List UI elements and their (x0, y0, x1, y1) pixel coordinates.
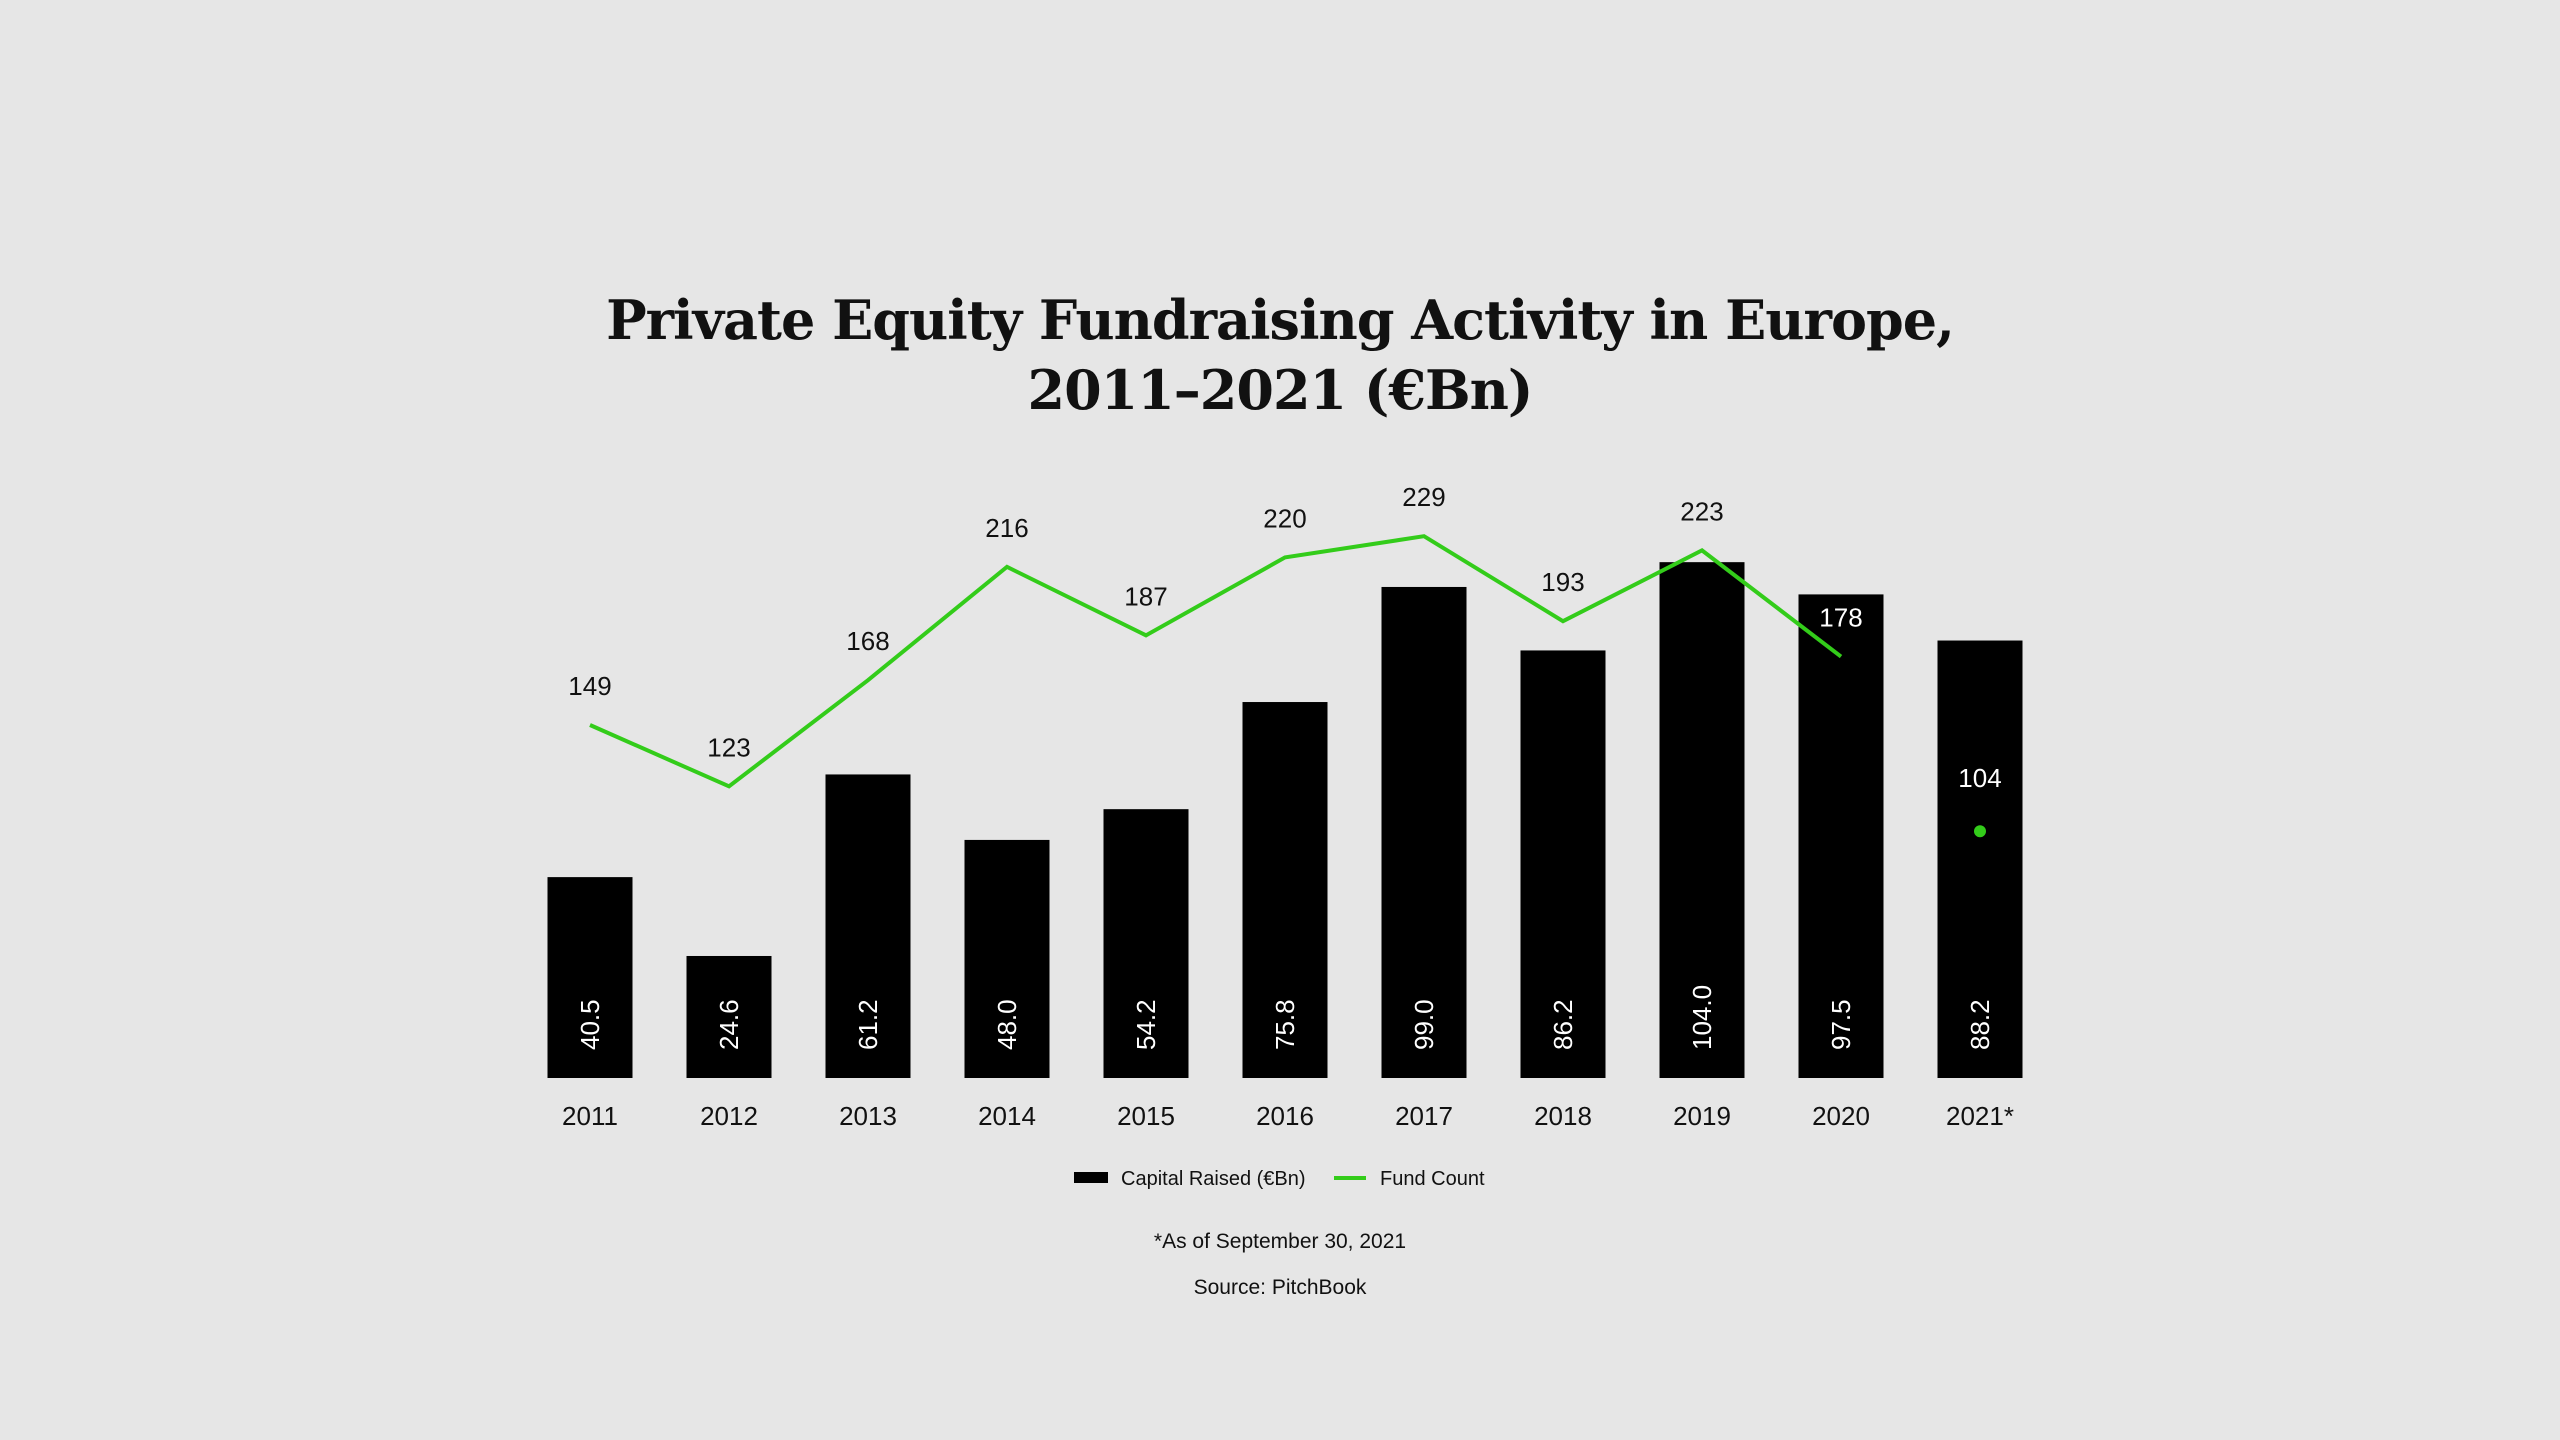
chart-title-line1: Private Equity Fundraising Activity in E… (606, 288, 1955, 352)
bar-value-label: 61.2 (853, 999, 883, 1050)
bar-2018 (1520, 650, 1606, 1078)
x-tick-label: 2018 (1534, 1101, 1592, 1131)
bar-value-label: 75.8 (1270, 999, 1300, 1050)
bar-value-label: 88.2 (1965, 999, 1995, 1050)
fund-count-label: 216 (985, 513, 1028, 543)
x-tick-label: 2021* (1946, 1101, 2014, 1131)
fund-count-label: 223 (1680, 496, 1723, 526)
bar-value-label: 24.6 (714, 999, 744, 1050)
bar-value-label: 86.2 (1548, 999, 1578, 1050)
bar-value-label: 40.5 (575, 999, 605, 1050)
fund-count-label: 193 (1541, 567, 1584, 597)
legend-label-fund-count: Fund Count (1380, 1168, 1485, 1190)
chart-title: Private Equity Fundraising Activity in E… (0, 285, 2560, 425)
fund-count-point (1974, 825, 1986, 838)
fund-count-line (589, 534, 1843, 789)
fund-count-label: 187 (1124, 581, 1167, 611)
bar-2021* (1937, 640, 2023, 1078)
fund-count-label: 220 (1263, 503, 1306, 533)
bar-2019 (1659, 562, 1745, 1078)
bar-value-label: 48.0 (992, 999, 1022, 1050)
x-tick-label: 2017 (1395, 1101, 1453, 1131)
x-tick-label: 2013 (839, 1101, 897, 1131)
fund-count-label: 123 (707, 732, 750, 762)
x-tick-label: 2020 (1812, 1101, 1870, 1131)
bar-2013 (825, 774, 911, 1078)
bar-2015 (1103, 809, 1189, 1078)
fund-count-label: 168 (846, 626, 889, 656)
footnote: *As of September 30, 2021 (1153, 1230, 1407, 1253)
x-tick-label: 2011 (562, 1101, 618, 1131)
x-tick-label: 2016 (1256, 1101, 1314, 1131)
fund-count-label: 149 (568, 671, 611, 701)
legend-swatch-capital (1074, 1172, 1108, 1183)
source: Source: PitchBook (1193, 1276, 1367, 1299)
bar-value-label: 99.0 (1409, 999, 1439, 1050)
bar-2014 (964, 839, 1050, 1078)
bar-value-label: 54.2 (1131, 999, 1161, 1050)
bar-2017 (1381, 586, 1467, 1078)
x-tick-label: 2019 (1673, 1101, 1731, 1131)
bar-2012 (686, 955, 772, 1078)
x-tick-label: 2014 (978, 1101, 1036, 1131)
bar-2016 (1242, 702, 1328, 1078)
legend-label-capital: Capital Raised (€Bn) (1121, 1168, 1306, 1190)
bar-2011 (547, 877, 633, 1078)
fund-count-label: 229 (1402, 482, 1445, 512)
x-tick-label: 2015 (1117, 1101, 1175, 1131)
fund-count-label: 178 (1819, 603, 1862, 633)
bar-value-label: 104.0 (1687, 985, 1717, 1050)
fund-count-label: 104 (1958, 763, 2001, 793)
bar-value-label: 97.5 (1826, 999, 1856, 1050)
chart-title-line2: 2011–2021 (€Bn) (1027, 358, 1534, 422)
x-tick-label: 2012 (700, 1101, 758, 1131)
bar-2020 (1798, 594, 1884, 1078)
